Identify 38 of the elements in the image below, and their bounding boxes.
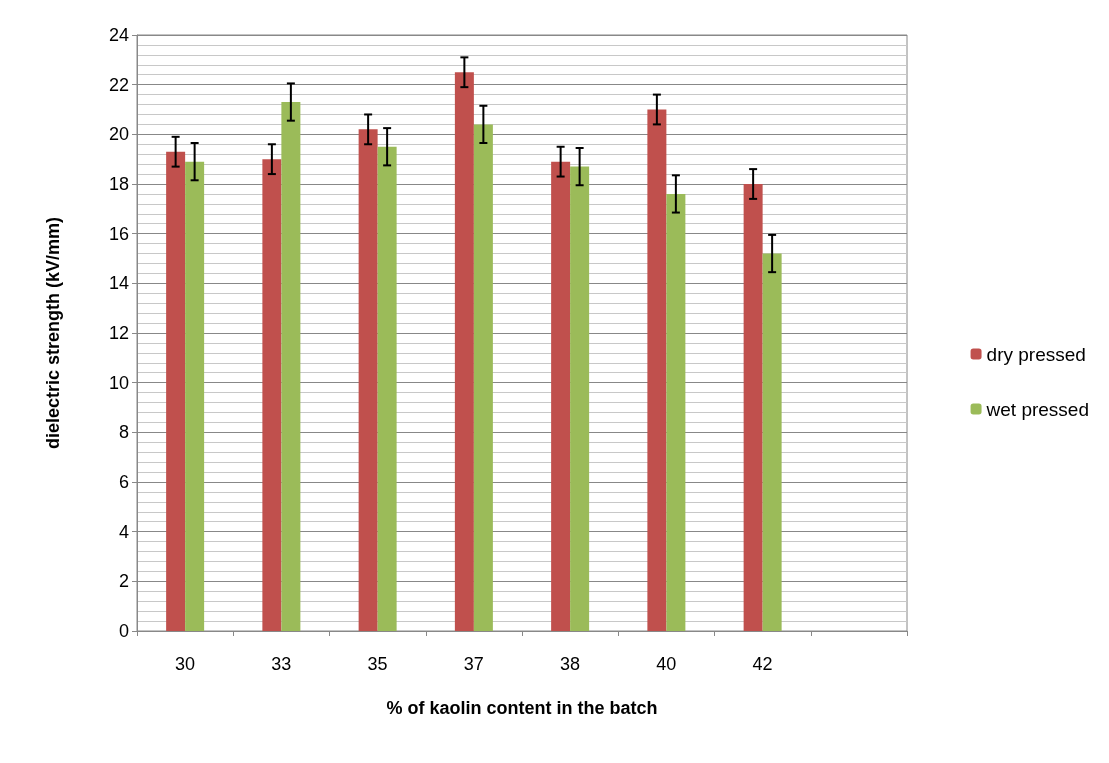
legend-label: dry pressed (986, 343, 1086, 365)
bar (166, 151, 186, 631)
bar (185, 161, 205, 631)
bar (666, 193, 686, 631)
x-tick-label: 35 (367, 654, 388, 674)
y-tick-label: 8 (118, 422, 129, 443)
legend-label: wet pressed (985, 398, 1090, 420)
y-tick-label: 22 (108, 74, 129, 95)
x-axis-title: % of kaolin content in the batch (386, 698, 658, 718)
x-tick-label: 30 (175, 654, 196, 674)
bar (262, 159, 282, 631)
y-tick-label: 6 (118, 472, 129, 492)
x-tick-label: 38 (560, 654, 581, 674)
x-tick-label: 42 (752, 654, 773, 674)
y-tick-label: 16 (108, 223, 129, 244)
y-tick-label: 12 (108, 323, 129, 343)
y-axis-title: dielectric strength (kV/mm) (43, 216, 63, 450)
y-tick-label: 2 (118, 571, 129, 592)
y-tick-label: 20 (108, 124, 129, 145)
bar (281, 102, 301, 631)
y-tick-label: 10 (108, 372, 129, 393)
x-tick-label: 33 (271, 654, 292, 674)
bar (551, 161, 571, 631)
y-tick-label: 0 (118, 621, 129, 641)
x-tick-label: 40 (656, 654, 677, 674)
y-tick-label: 18 (108, 174, 129, 194)
bar (762, 253, 782, 631)
bar (454, 72, 474, 631)
y-tick-label: 14 (108, 273, 129, 294)
bar (358, 129, 378, 631)
bar (473, 124, 493, 631)
bar (647, 109, 667, 631)
x-tick-label: 37 (463, 654, 484, 674)
y-tick-label: 24 (108, 25, 129, 45)
bar (743, 184, 763, 631)
y-tick-label: 4 (118, 521, 129, 542)
bar (377, 146, 397, 631)
bar (570, 166, 590, 631)
